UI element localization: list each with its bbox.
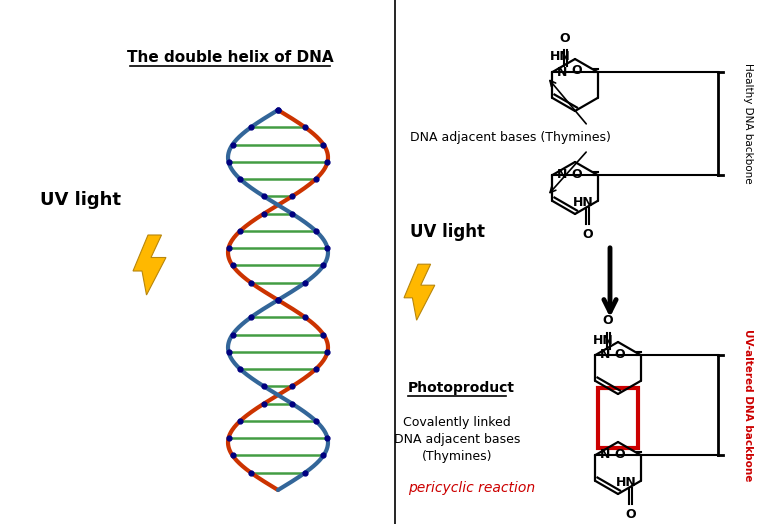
Text: The double helix of DNA: The double helix of DNA xyxy=(127,50,333,66)
Text: HN: HN xyxy=(573,196,594,210)
Text: HN: HN xyxy=(593,333,614,346)
Text: O: O xyxy=(571,168,581,180)
Text: HN: HN xyxy=(550,50,571,63)
Text: O: O xyxy=(614,447,624,461)
Text: O: O xyxy=(614,347,624,361)
Polygon shape xyxy=(598,388,638,448)
Text: O: O xyxy=(559,31,570,45)
Text: Healthy DNA backbone: Healthy DNA backbone xyxy=(743,63,753,184)
Text: O: O xyxy=(582,228,593,242)
Text: Covalently linked
DNA adjacent bases
(Thymines): Covalently linked DNA adjacent bases (Th… xyxy=(394,416,520,463)
Polygon shape xyxy=(404,264,435,320)
Text: N: N xyxy=(600,449,610,462)
Text: UV light: UV light xyxy=(410,223,485,241)
Text: pericyclic reaction: pericyclic reaction xyxy=(408,481,535,495)
Text: DNA adjacent bases (Thymines): DNA adjacent bases (Thymines) xyxy=(410,132,611,145)
Text: UV light: UV light xyxy=(40,191,121,209)
Text: O: O xyxy=(625,508,636,521)
Text: O: O xyxy=(602,314,613,328)
Text: O: O xyxy=(571,64,581,78)
Text: HN: HN xyxy=(616,476,637,489)
Text: N: N xyxy=(600,348,610,362)
Text: UV-altered DNA backbone: UV-altered DNA backbone xyxy=(743,329,753,481)
Text: N: N xyxy=(557,66,567,79)
Text: Photoproduct: Photoproduct xyxy=(408,381,515,395)
Text: N: N xyxy=(557,169,567,181)
Polygon shape xyxy=(133,235,166,295)
